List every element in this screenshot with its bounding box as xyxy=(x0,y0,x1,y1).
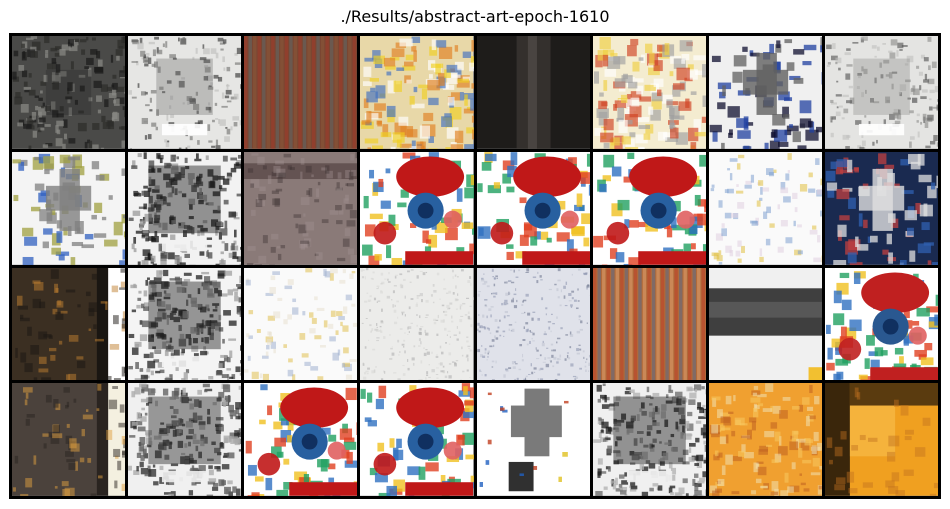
generated-image-tile xyxy=(360,267,474,381)
generated-image-tile xyxy=(824,267,938,381)
generated-image-tile xyxy=(244,267,358,381)
generated-image-tile xyxy=(708,383,822,496)
generated-image-tile xyxy=(476,151,590,265)
generated-image-tile xyxy=(360,383,474,496)
generated-image-tile xyxy=(592,267,706,381)
generated-image-tile xyxy=(592,36,706,149)
generated-image-tile xyxy=(244,151,358,265)
generated-image-tile xyxy=(824,151,938,265)
generated-image-tile xyxy=(708,267,822,381)
generated-image-tile xyxy=(592,383,706,496)
generated-image-tile xyxy=(824,383,938,496)
figure-title: ./Results/abstract-art-epoch-1610 xyxy=(340,7,610,26)
generated-image-tile xyxy=(128,151,242,265)
generated-image-tile xyxy=(708,151,822,265)
generated-image-tile xyxy=(128,36,242,149)
generated-image-tile xyxy=(12,36,126,149)
generated-image-tile xyxy=(360,36,474,149)
generated-image-tile xyxy=(12,383,126,496)
generated-image-tile xyxy=(476,383,590,496)
generated-image-tile xyxy=(128,383,242,496)
generated-image-tile xyxy=(12,267,126,381)
generated-image-tile xyxy=(708,36,822,149)
generated-image-tile xyxy=(128,267,242,381)
generated-image-tile xyxy=(12,151,126,265)
generated-image-tile xyxy=(244,36,358,149)
generated-image-tile xyxy=(360,151,474,265)
image-grid xyxy=(12,36,938,496)
generated-image-tile xyxy=(592,151,706,265)
generated-image-tile xyxy=(476,267,590,381)
generated-image-tile xyxy=(824,36,938,149)
generated-image-tile xyxy=(476,36,590,149)
generated-image-tile xyxy=(244,383,358,496)
image-grid-frame xyxy=(9,33,941,499)
